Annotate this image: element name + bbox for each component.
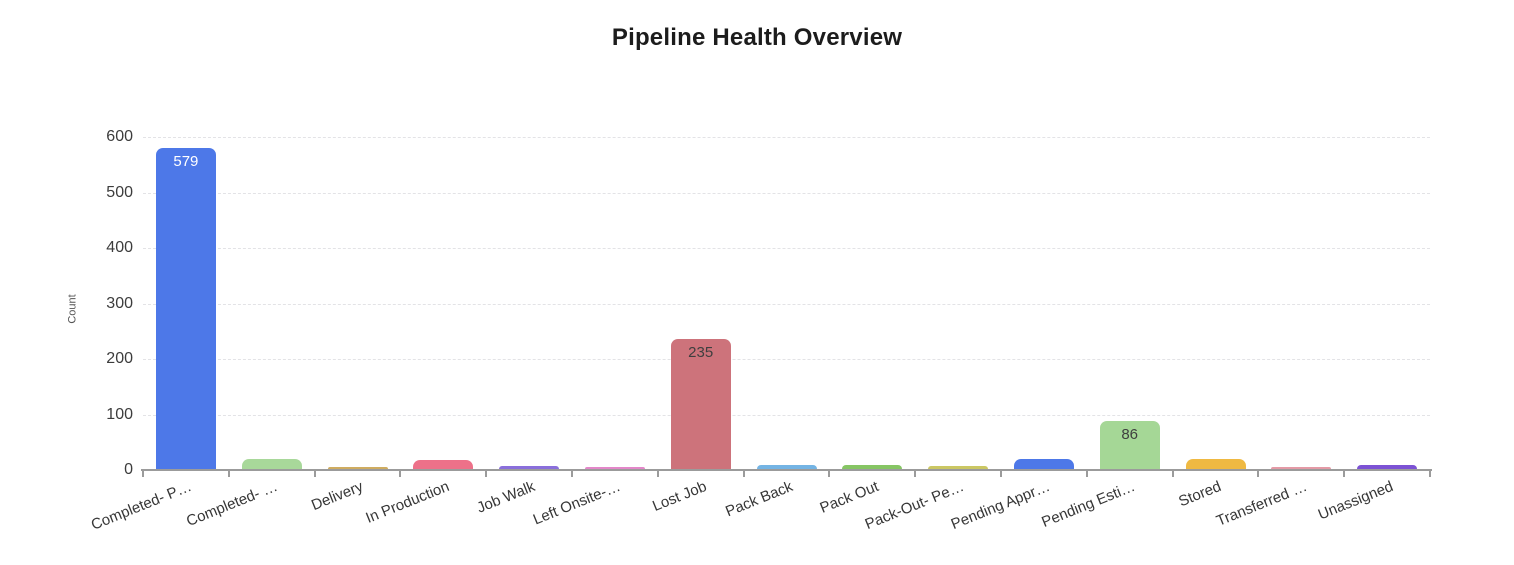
x-axis-tick xyxy=(1000,471,1002,477)
x-axis-tick xyxy=(571,471,573,477)
bar-pending-esti[interactable]: 86 xyxy=(1099,421,1160,469)
gridline-500 xyxy=(143,192,1430,194)
x-axis-tick xyxy=(742,471,745,477)
x-category-label: Delivery xyxy=(309,478,366,515)
x-category-label: Pack Out xyxy=(817,478,881,517)
x-category-label: Pending Appr… xyxy=(948,478,1053,534)
x-axis-tick xyxy=(1171,471,1174,477)
gridline-600 xyxy=(143,137,1430,138)
bar-unassigned[interactable] xyxy=(1357,465,1418,469)
bar-pack-back[interactable] xyxy=(756,465,817,469)
bar-pending-appr[interactable] xyxy=(1013,459,1074,469)
gridline-400 xyxy=(143,248,1430,249)
y-tick-label-0: 0 xyxy=(124,461,133,478)
y-tick-label-300: 300 xyxy=(106,294,133,312)
gridline-100 xyxy=(143,414,1430,416)
x-axis-tick xyxy=(1085,471,1088,477)
x-category-label: In Production xyxy=(363,478,452,527)
gridline-200 xyxy=(143,359,1430,360)
bar-pack-out[interactable] xyxy=(842,465,903,469)
x-axis-tick xyxy=(399,471,402,477)
x-category-label: Completed- P… xyxy=(88,478,195,534)
x-axis-tick xyxy=(1257,471,1260,477)
x-axis-line xyxy=(141,469,1432,471)
bar-pack-out-pe[interactable] xyxy=(928,466,989,469)
x-category-label: Completed- … xyxy=(184,478,281,530)
y-tick-label-400: 400 xyxy=(106,239,133,256)
x-axis-tick xyxy=(1429,471,1431,477)
y-tick-label-600: 600 xyxy=(106,128,133,145)
x-axis-tick xyxy=(828,471,831,477)
x-axis-tick xyxy=(656,471,659,477)
y-tick-label-200: 200 xyxy=(106,350,133,367)
x-category-label: Unassigned xyxy=(1315,478,1396,524)
bar-value-label: 579 xyxy=(173,153,199,170)
bar-job-walk[interactable] xyxy=(499,466,560,469)
bar-stored[interactable] xyxy=(1185,459,1246,469)
bar-completed-p[interactable]: 579 xyxy=(155,148,216,469)
x-category-label: Pack Back xyxy=(722,478,795,521)
x-axis-tick xyxy=(227,471,230,477)
bar-lost-job[interactable]: 235 xyxy=(670,339,731,469)
x-axis-tick xyxy=(914,471,917,477)
bar-delivery[interactable] xyxy=(327,467,388,469)
y-tick-label-500: 500 xyxy=(106,183,133,201)
bar-transferred[interactable] xyxy=(1271,467,1332,469)
chart-title: Pipeline Health Overview xyxy=(611,24,903,51)
y-tick-label-100: 100 xyxy=(106,405,133,423)
bar-in-production[interactable] xyxy=(413,460,474,469)
x-category-label: Lost Job xyxy=(650,478,710,516)
x-category-label: Stored xyxy=(1176,478,1224,511)
x-axis-tick xyxy=(313,471,316,477)
x-category-label: Job Walk xyxy=(474,478,538,517)
bar-value-label: 235 xyxy=(688,344,714,361)
x-axis-tick xyxy=(485,471,488,477)
bar-completed[interactable] xyxy=(241,459,302,469)
x-category-label: Pending Esti… xyxy=(1039,478,1139,531)
x-axis-tick xyxy=(142,471,144,477)
bar-left-onsite[interactable] xyxy=(584,467,645,469)
x-category-label: Left Onsite-… xyxy=(531,478,624,529)
x-axis-tick xyxy=(1343,471,1346,477)
bar-value-label: 86 xyxy=(1121,426,1139,443)
x-category-label: Transferred … xyxy=(1214,478,1310,530)
plot-area: 579 235 86 xyxy=(141,137,1432,477)
gridline-300 xyxy=(143,303,1430,305)
